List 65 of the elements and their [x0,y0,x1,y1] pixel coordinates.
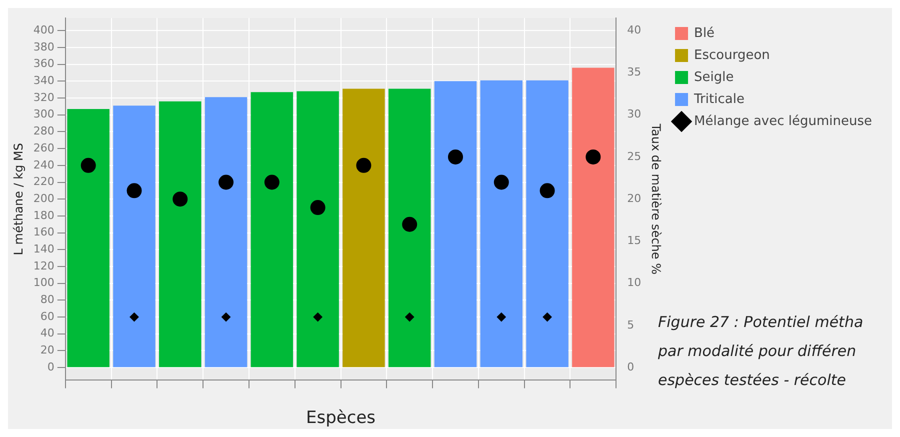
y-tick-label: 320 [33,90,54,104]
point [126,183,142,198]
y-axis-title: L méthane / kg MS [11,142,26,256]
point [80,158,96,173]
y-tick-label: 40 [40,326,54,340]
y-tick-label: 80 [40,293,54,306]
legend-label: Seigle [694,70,734,85]
y-tick-label: 240 [33,158,54,172]
y-tick-label: 360 [33,57,54,70]
y2-tick-label: 35 [627,66,642,79]
y-tick-label: 20 [40,344,54,357]
legend-label: Escourgeon [694,48,770,63]
bar [204,97,248,368]
point [402,216,418,232]
bar [434,81,477,368]
bar [480,80,523,368]
bar [526,80,568,368]
y-tick-label: 140 [33,242,54,256]
x-axis-title: Espèces [306,408,376,428]
text: espèces testées - récolte [658,370,847,391]
legend-label: Triticale [693,92,744,107]
point [540,183,555,198]
bar [113,106,156,368]
y2-tick-label: 10 [627,276,642,290]
legend-label: Blé [694,26,715,41]
y2-tick-label: 40 [627,23,642,36]
point [356,158,372,173]
y2-tick-label: 25 [627,150,642,163]
point [264,174,280,190]
bar [159,101,202,368]
y-tick-label: 300 [33,108,54,121]
y-tick-label: 160 [33,226,54,239]
y-tick-label: 200 [33,192,54,205]
y-tick-label: 120 [33,259,54,272]
point [586,149,601,164]
y-tick-label: 0 [47,360,54,374]
y2-tick-label: 0 [627,360,634,374]
point [448,149,463,164]
y-tick-label: 400 [33,23,54,36]
y-tick-label: 280 [33,124,54,138]
bar [296,91,339,368]
y-tick-label: 100 [33,276,54,290]
bar [67,108,110,368]
caption: Figure 27 : Potentiel métha [658,312,864,333]
y2-tick-label: 5 [627,318,634,332]
y2-tick-label: 20 [627,192,642,205]
point [218,174,234,190]
bar [388,88,431,368]
point [310,200,326,216]
y-tick-label: 260 [33,141,54,154]
y-tick-label: 180 [33,208,54,222]
y-tick-label: 380 [33,40,54,54]
bar [342,88,385,368]
point [494,174,509,190]
y2-axis-title: Taux de matière sèche % [649,122,664,275]
bar [250,92,294,368]
legend-label: Mélange avec légumineuse [694,114,872,129]
point [172,192,188,207]
y2-tick-label: 30 [627,108,642,121]
y-tick-label: 220 [33,175,54,188]
bar [572,68,614,368]
y-tick-label: 340 [33,74,54,88]
y-tick-label: 60 [40,310,54,323]
text: par modalité pour différen [658,341,858,362]
y2-tick-label: 15 [627,234,642,248]
